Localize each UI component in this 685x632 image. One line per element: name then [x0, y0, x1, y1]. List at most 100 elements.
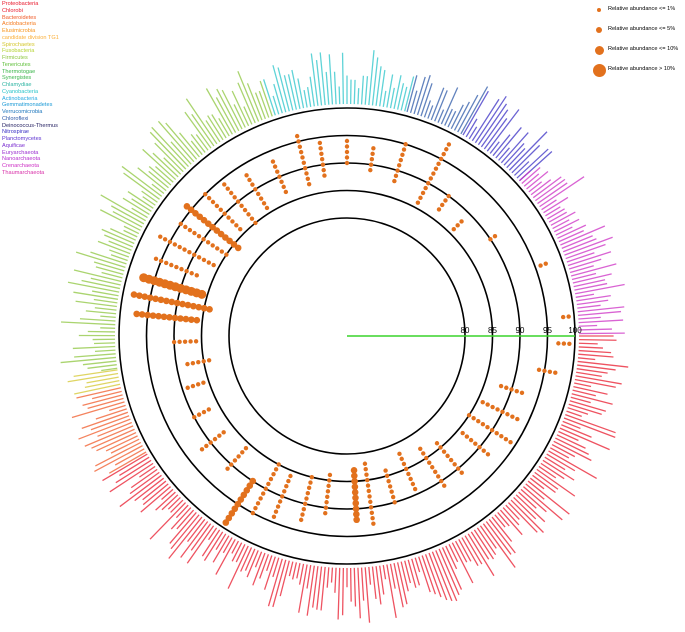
abundance-point — [308, 480, 313, 485]
taxon-label — [451, 542, 474, 584]
taxon-label — [576, 371, 602, 377]
abundance-point — [301, 506, 307, 512]
taxon-label — [95, 441, 142, 467]
taxon-label — [101, 228, 135, 245]
taxon-label — [100, 194, 147, 222]
abundance-point — [368, 499, 373, 505]
taxon-label — [110, 254, 128, 262]
taxon-label — [152, 152, 179, 178]
taxon-label — [169, 511, 197, 544]
taxon-label — [489, 141, 500, 154]
abundance-point — [352, 499, 360, 507]
abundance-point — [403, 142, 408, 147]
abundance-point — [560, 314, 566, 320]
taxon-label — [578, 316, 601, 320]
size-legend-dot — [596, 7, 602, 13]
abundance-point — [302, 501, 308, 507]
abundance-point — [426, 181, 431, 186]
taxon-label — [467, 533, 495, 577]
taxon-label — [273, 83, 283, 114]
taxon-label — [420, 83, 433, 117]
taxon-label — [458, 538, 472, 562]
taxon-label — [341, 52, 345, 105]
abundance-point — [318, 146, 323, 151]
abundance-point — [242, 207, 248, 213]
taxon-label — [79, 318, 116, 322]
size-legend-item: Relative abundance <= 1% — [592, 3, 684, 23]
taxon-label — [142, 196, 156, 206]
taxon-label — [227, 545, 249, 589]
taxon-label — [540, 462, 565, 480]
taxon-label — [400, 561, 409, 592]
taxon-label — [483, 118, 508, 150]
abundance-point — [247, 177, 252, 183]
abundance-point — [321, 167, 326, 173]
abundance-point — [249, 216, 255, 221]
taxon-label — [163, 157, 182, 175]
abundance-point — [288, 473, 293, 479]
abundance-point — [201, 359, 206, 364]
taxon-label — [333, 71, 337, 105]
abundance-point — [309, 474, 315, 480]
taxon-label — [360, 75, 365, 105]
taxon-label — [170, 141, 192, 165]
taxon-label — [368, 50, 375, 106]
taxon-label — [578, 349, 612, 354]
abundance-point — [543, 261, 548, 266]
taxon-label — [78, 418, 131, 440]
taxon-label — [265, 555, 273, 572]
abundance-point — [420, 190, 426, 196]
abundance-point — [441, 151, 446, 157]
taxon-label — [464, 535, 483, 565]
taxon-label — [532, 176, 562, 199]
taxon-label — [558, 430, 579, 442]
abundance-point — [275, 169, 280, 174]
taxon-label — [480, 109, 509, 148]
taxon-label — [375, 566, 382, 605]
abundance-point — [442, 483, 447, 488]
abundance-point — [261, 201, 267, 206]
abundance-point — [344, 155, 350, 160]
taxon-label — [573, 385, 608, 395]
abundance-point — [319, 151, 324, 156]
taxon-label — [298, 564, 308, 613]
abundance-point — [232, 195, 237, 200]
taxon-label — [176, 509, 195, 530]
abundance-point — [219, 249, 225, 254]
taxon-label — [93, 298, 118, 304]
abundance-point — [215, 246, 220, 251]
taxon-label — [434, 90, 448, 122]
taxon-label — [468, 126, 478, 140]
taxon-label — [244, 548, 256, 571]
abundance-point — [243, 446, 249, 451]
taxon-label — [404, 76, 415, 112]
phylum-legend-item: Spirochaetes — [2, 41, 35, 48]
abundance-point — [344, 138, 350, 144]
taxon-label — [207, 115, 224, 141]
taxon-label — [246, 83, 263, 121]
abundance-point — [353, 516, 360, 524]
phylum-legend-item: Verrucomicrobia — [2, 109, 43, 115]
taxon-label — [473, 529, 495, 560]
phylum-legend-item: Nanoarchaeota — [2, 156, 41, 163]
abundance-point — [423, 185, 428, 191]
taxon-label — [61, 321, 116, 326]
taxon-label — [312, 566, 319, 608]
abundance-point — [253, 187, 258, 192]
abundance-point — [304, 496, 309, 501]
abundance-point — [230, 219, 235, 224]
taxon-label — [288, 561, 294, 577]
abundance-point — [369, 510, 375, 515]
taxon-label — [503, 143, 525, 166]
abundance-point — [286, 478, 291, 484]
taxon-label — [566, 252, 595, 263]
abundance-point — [178, 221, 183, 227]
taxon-label — [334, 567, 337, 593]
abundance-point — [238, 227, 243, 232]
abundance-point — [542, 368, 547, 374]
taxon-label — [571, 272, 597, 281]
taxon-label — [539, 176, 585, 208]
taxon-label — [565, 243, 606, 260]
taxon-label — [263, 556, 276, 590]
abundance-point — [177, 244, 182, 250]
